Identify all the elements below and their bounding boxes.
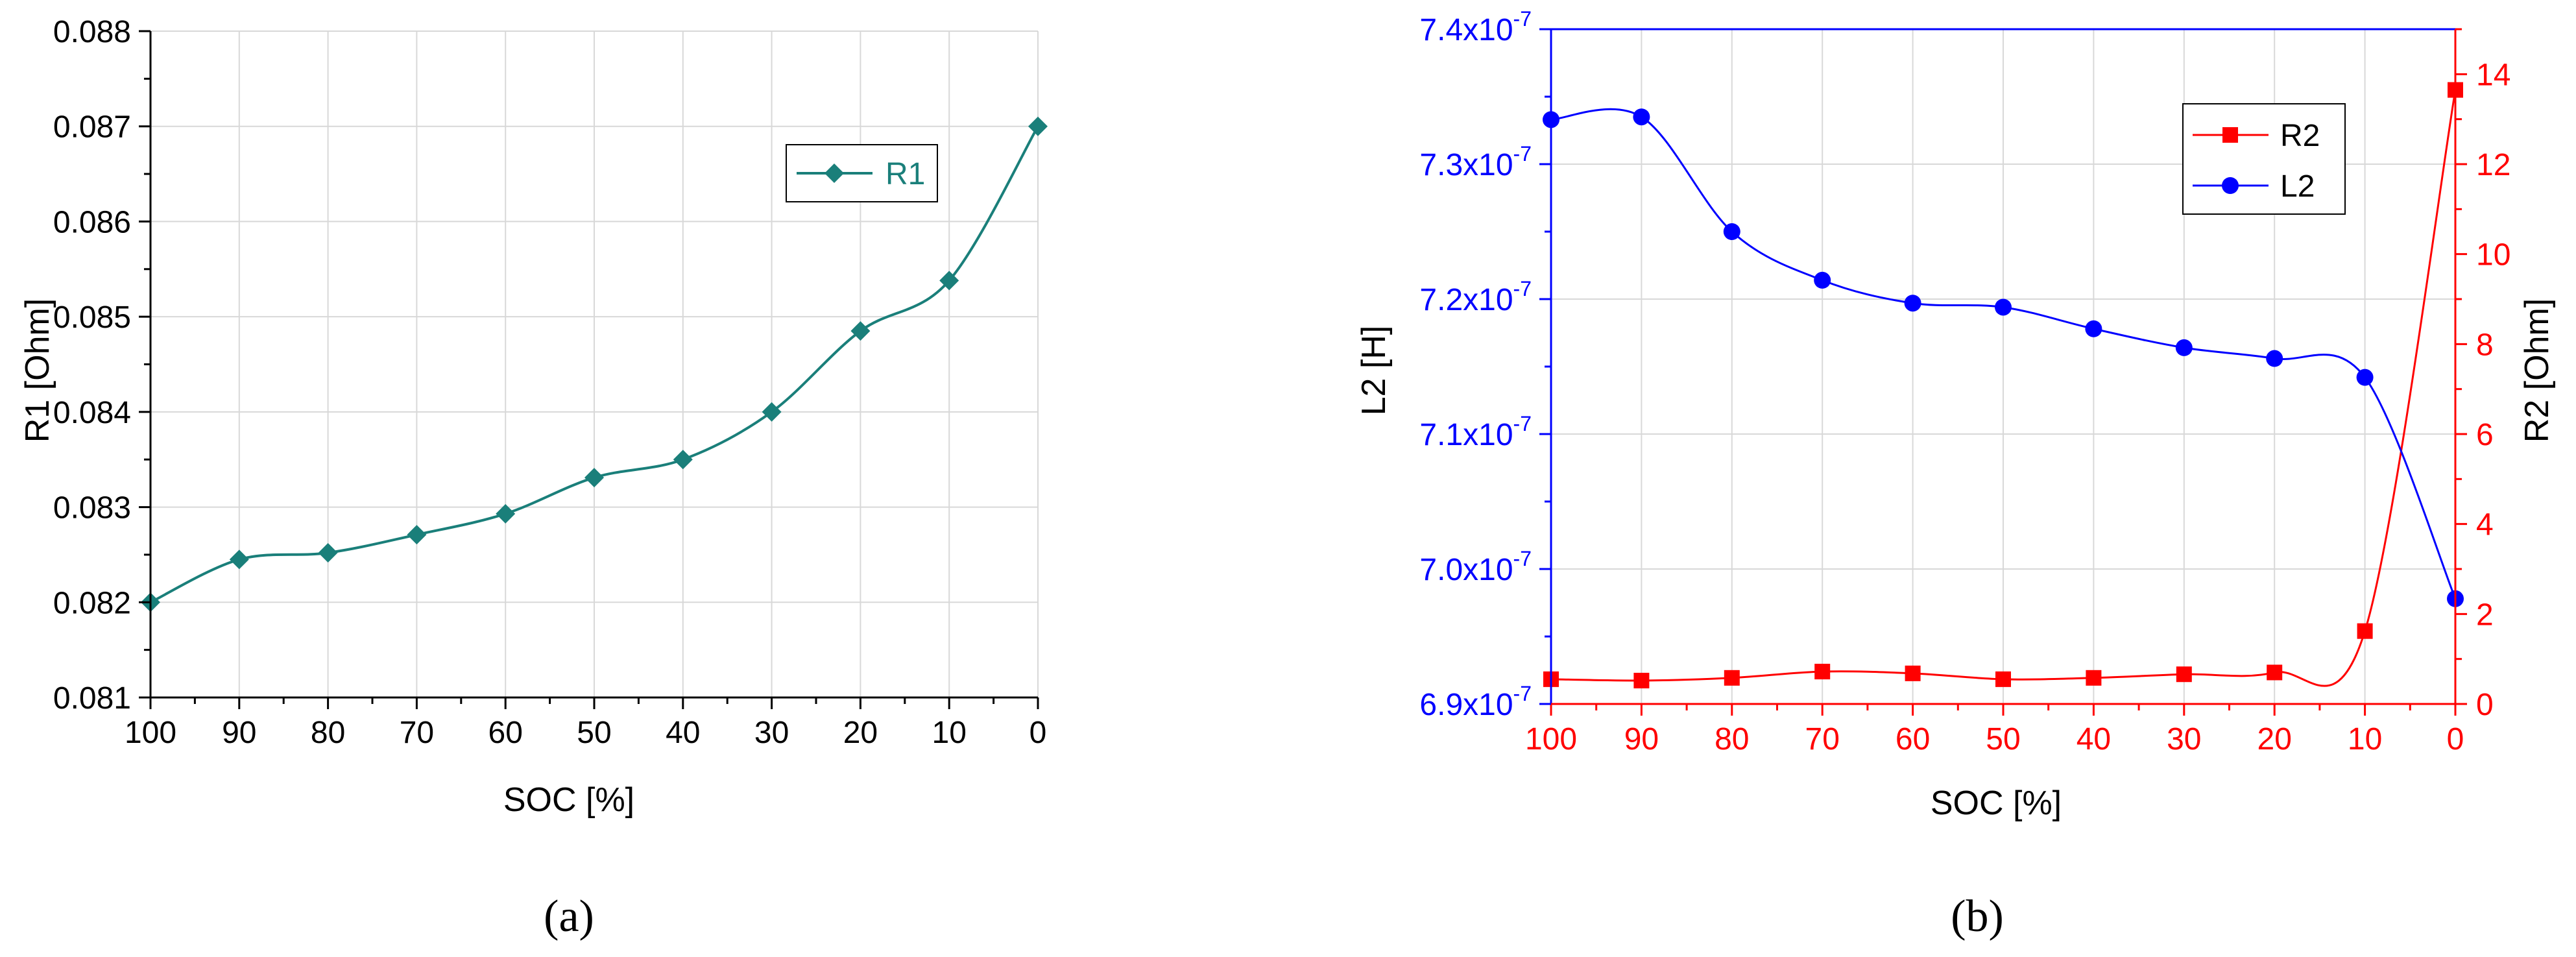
chart-b-legend-marker xyxy=(2222,127,2238,143)
chart-a-legend: R1 xyxy=(786,144,938,202)
chart-b-y-tick-label: 7.0x10-7 xyxy=(1419,547,1532,587)
chart-b-point-r2 xyxy=(2357,623,2373,639)
chart-a-point xyxy=(496,503,516,524)
chart-a-grid xyxy=(150,30,1039,698)
chart-a-legend-label: R1 xyxy=(885,157,925,191)
chart-b-point-r2 xyxy=(1905,665,1921,681)
chart-b-x-tick-label: 100 xyxy=(1525,722,1577,757)
chart-b-x-tick-label: 80 xyxy=(1715,722,1749,757)
chart-b-x-tick-label: 20 xyxy=(2257,722,2292,757)
chart-b-y-tick-label: 7.1x10-7 xyxy=(1419,412,1532,452)
chart-b-x-tick-label: 40 xyxy=(2076,722,2111,757)
chart-a-point xyxy=(584,468,604,488)
chart-b-point-l2 xyxy=(2356,369,2374,386)
chart-a-point xyxy=(939,271,959,291)
chart-a-x-tick-label: 70 xyxy=(400,716,434,750)
chart-a-y-tick-label: 0.083 xyxy=(53,491,131,526)
chart-b-point-r2 xyxy=(1633,672,1650,688)
chart-b-x-tick-label: 50 xyxy=(1986,722,2020,757)
chart-b-point-l2 xyxy=(2175,339,2193,356)
chart-a-ticks: 100 90 80 70 60 50 40 30 20 10 00.0810.0820.0830.0… xyxy=(53,15,1046,750)
chart-b-x-tick-label: 30 xyxy=(2167,722,2201,757)
chart-b-point-l2 xyxy=(1633,108,1650,126)
chart-b-point-r2 xyxy=(2267,664,2283,681)
chart-b-y2-tick-label: 4 xyxy=(2476,508,2494,542)
chart-a-x-tick-label: 100 xyxy=(125,716,176,750)
chart-a-point xyxy=(673,450,693,470)
chart-a-marks xyxy=(141,116,1048,612)
chart-a-caption: (a) xyxy=(544,891,594,941)
chart-a-y-tick-label: 0.081 xyxy=(53,681,131,716)
chart-a-x-tick-label: 50 xyxy=(577,716,611,750)
chart-b-legend-box xyxy=(2182,103,2346,215)
chart-a-y-tick-label: 0.082 xyxy=(53,586,131,620)
chart-a-x-tick-label: 60 xyxy=(488,716,523,750)
chart-a-ylabel: R1 [Ohm] xyxy=(19,298,56,443)
chart-a-point xyxy=(407,525,427,545)
chart-b-point-l2 xyxy=(1723,223,1740,240)
chart-b-y2label: R2 [Ohm] xyxy=(2518,298,2556,443)
chart-b-x-tick-label: 10 xyxy=(2348,722,2382,757)
chart-a-legend-marker xyxy=(825,164,844,183)
chart-a-y-tick-label: 0.086 xyxy=(53,205,131,239)
chart-a-y-tick-label: 0.085 xyxy=(53,300,131,335)
chart-b-legend-marker xyxy=(2222,177,2239,194)
chart-b-x-tick-label: 60 xyxy=(1896,722,1930,757)
chart-b-point-l2 xyxy=(1814,271,1831,289)
chart-a-point xyxy=(318,542,338,563)
chart-b-y-tick-label: 6.9x10-7 xyxy=(1419,682,1532,722)
chart-b-point-l2 xyxy=(2085,320,2102,337)
chart-b-ticks: 100 90 80 70 60 50 40 30 20 10 06.9x10-77.0x10-77.… xyxy=(1419,7,2510,757)
chart-b-point-l2 xyxy=(2266,350,2283,367)
chart-a-x-tick-label: 30 xyxy=(754,716,789,750)
chart-b-point-r2 xyxy=(1724,670,1740,686)
chart-b-y2-tick-label: 12 xyxy=(2476,148,2510,182)
chart-a-x-tick-label: 40 xyxy=(666,716,700,750)
chart-b-legend-label: R2 xyxy=(2280,119,2320,153)
chart-b-point-r2 xyxy=(1995,671,2011,687)
chart-a-x-tick-label: 0 xyxy=(1029,716,1047,750)
chart-b-y2-tick-label: 8 xyxy=(2476,328,2494,362)
chart-b: 100 90 80 70 60 50 40 30 20 10 06.9x10-77.0x10-77.… xyxy=(1355,7,2556,941)
chart-a: 100 90 80 70 60 50 40 30 20 10 00.0810.0820.0830.0… xyxy=(19,15,1048,941)
chart-a-point xyxy=(1028,116,1048,136)
chart-b-x-tick-label: 90 xyxy=(1624,722,1659,757)
chart-b-point-r2 xyxy=(2176,666,2192,683)
chart-b-y2-tick-label: 0 xyxy=(2476,688,2494,722)
chart-b-y2-tick-label: 14 xyxy=(2476,58,2510,92)
chart-b-point-l2 xyxy=(1904,295,1921,312)
chart-b-x-tick-label: 0 xyxy=(2447,722,2464,757)
chart-a-point xyxy=(229,550,249,570)
chart-b-y-tick-label: 7.4x10-7 xyxy=(1419,7,1532,47)
chart-b-point-l2 xyxy=(1995,298,2012,316)
chart-b-y-tick-label: 7.2x10-7 xyxy=(1419,277,1532,317)
chart-b-point-r2 xyxy=(2086,670,2102,686)
chart-a-x-tick-label: 90 xyxy=(222,716,256,750)
chart-a-xlabel: SOC [%] xyxy=(503,781,634,819)
chart-b-y2-tick-label: 6 xyxy=(2476,418,2494,452)
chart-b-point-r2 xyxy=(1814,664,1831,680)
chart-a-y-tick-label: 0.084 xyxy=(53,396,131,430)
chart-b-y-tick-label: 7.3x10-7 xyxy=(1419,142,1532,182)
chart-b-marks xyxy=(1543,82,2464,688)
chart-b-y2-tick-label: 10 xyxy=(2476,238,2510,273)
chart-a-x-tick-label: 10 xyxy=(932,716,967,750)
chart-a-y-tick-label: 0.088 xyxy=(53,15,131,49)
chart-b-legend-label: L2 xyxy=(2280,169,2315,204)
chart-b-caption: (b) xyxy=(1951,891,2004,941)
chart-a-y-tick-label: 0.087 xyxy=(53,110,131,145)
chart-a-point xyxy=(762,402,782,422)
chart-a-x-tick-label: 80 xyxy=(311,716,345,750)
chart-b-x-tick-label: 70 xyxy=(1805,722,1840,757)
chart-a-x-tick-label: 20 xyxy=(843,716,878,750)
chart-b-y2-tick-label: 2 xyxy=(2476,598,2494,632)
chart-a-point xyxy=(850,321,871,341)
chart-b-ylabel: L2 [H] xyxy=(1355,326,1393,416)
chart-b-xlabel: SOC [%] xyxy=(1931,784,2062,822)
chart-a-series-line xyxy=(150,125,1039,604)
